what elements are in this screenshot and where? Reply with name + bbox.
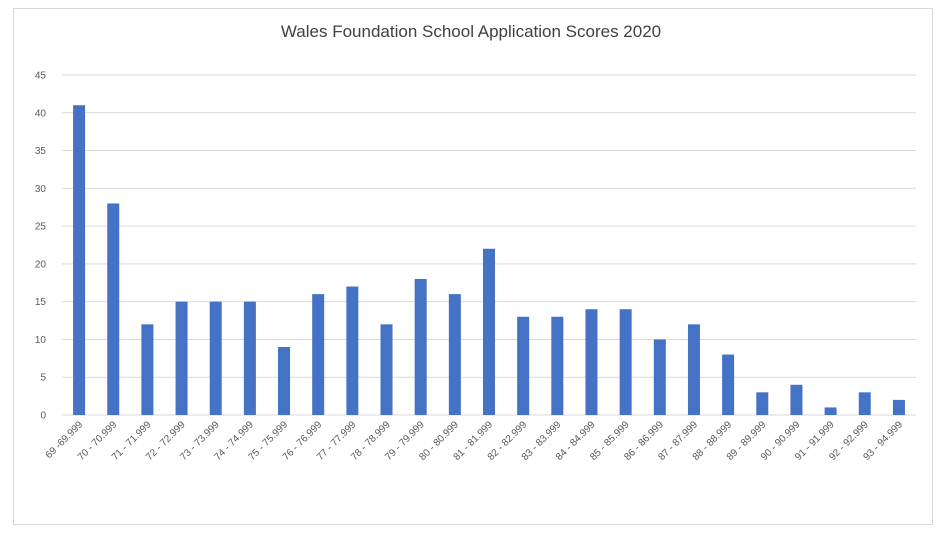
y-tick-label: 5 — [40, 373, 46, 384]
y-tick-label: 30 — [35, 184, 47, 195]
chart-frame — [13, 8, 933, 525]
bar — [551, 316, 564, 415]
y-tick-label: 20 — [35, 259, 47, 270]
bar — [653, 339, 666, 415]
bar — [585, 309, 598, 415]
chart-title: Wales Foundation School Application Scor… — [280, 22, 662, 41]
y-tick-label: 35 — [35, 146, 47, 157]
bar — [414, 279, 427, 415]
bar — [858, 392, 871, 415]
bar — [278, 347, 291, 415]
bar — [619, 309, 632, 415]
bar — [790, 384, 803, 415]
bars — [73, 105, 905, 415]
y-tick-label: 25 — [35, 222, 47, 233]
y-tick-label: 15 — [35, 297, 47, 308]
bar — [175, 301, 188, 415]
y-tick-label: 0 — [40, 411, 46, 422]
bar — [243, 301, 256, 415]
bar — [722, 354, 735, 415]
bar — [209, 301, 222, 415]
bar — [824, 407, 837, 415]
bar — [346, 286, 359, 415]
y-tick-label: 40 — [35, 108, 47, 119]
bar — [448, 294, 461, 415]
bar — [312, 294, 325, 415]
y-tick-label: 45 — [35, 71, 47, 82]
y-axis-ticks: 0 5 10 15 20 25 30 35 40 45 — [35, 71, 47, 422]
bar — [756, 392, 769, 415]
bar — [107, 203, 120, 415]
bar — [687, 324, 700, 415]
bar — [73, 105, 86, 415]
y-tick-label: 10 — [35, 335, 47, 346]
bar — [483, 248, 495, 415]
bar — [380, 324, 393, 415]
bar — [892, 399, 905, 415]
bar — [517, 316, 530, 415]
bar — [141, 324, 154, 415]
